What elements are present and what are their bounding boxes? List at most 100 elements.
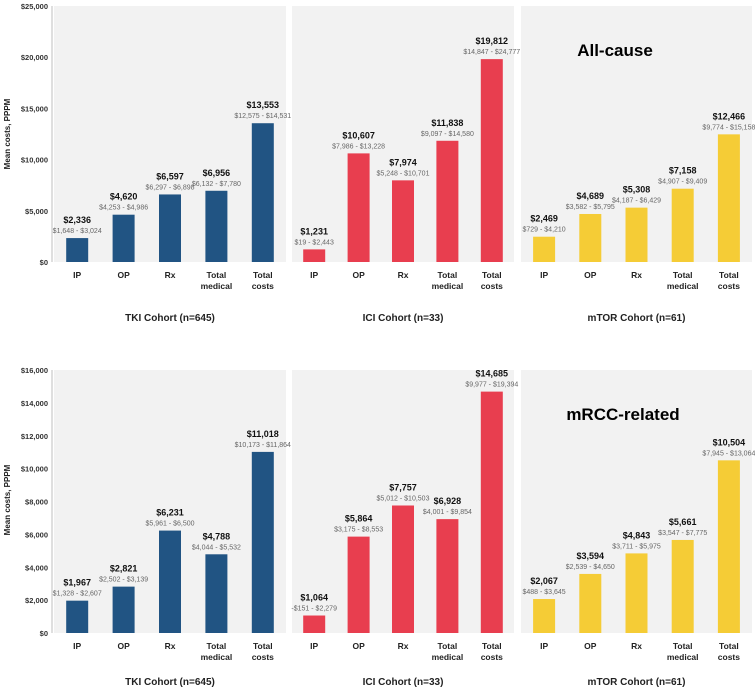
panel-title: mRCC-related [566,405,679,424]
bar [671,188,694,262]
bar-ci-label: $9,977 - $19,394 [465,382,518,389]
y-tick-label: $16,000 [21,366,48,375]
cohort-label: ICI Cohort (n=33) [363,677,444,688]
bar [533,236,556,262]
bar-value-label: $11,838 [431,118,463,128]
bar [671,539,694,633]
category-label: Total costs [718,641,740,662]
bar [205,554,228,633]
bar-value-label: $7,757 [389,482,417,492]
bar-ci-label: $3,711 - $5,975 [612,543,661,550]
bar-ci-label: $9,097 - $14,580 [421,131,474,138]
category-label: Rx [398,270,409,280]
y-tick-label: $10,000 [21,465,48,474]
bar-value-label: $6,928 [434,496,462,506]
chart-panel-1: $0 $5,000 $10,000 $15,000 $20,000 $25,000 Mean… [3,2,755,324]
bar-value-label: $7,974 [389,157,417,167]
category-label: Total medical [201,641,233,662]
bar [579,573,602,633]
bar-ci-label: $4,001 - $9,854 [423,509,472,516]
y-tick-label: $20,000 [21,53,48,62]
category-label: OP [584,641,597,651]
category-label: Total costs [252,270,274,291]
bar-value-label: $13,553 [247,100,280,110]
bar [579,213,602,262]
bar [347,153,370,262]
bar [717,134,740,262]
bar-value-label: $4,689 [577,191,605,201]
bar [66,238,89,262]
category-label: Total costs [252,641,274,662]
bar-value-label: $12,466 [713,111,746,121]
chart-panel-2: $0 $2,000 $4,000 $6,000 $8,000 $10,000 $12,000… [3,366,755,688]
bar-ci-label: $5,012 - $10,503 [377,495,430,502]
category-label: Rx [165,641,176,651]
bar-ci-label: $12,575 - $14,531 [234,113,291,120]
category-label: IP [310,270,318,280]
cohort-label: mTOR Cohort (n=61) [588,313,686,324]
bar [436,140,459,262]
category-label: OP [352,641,365,651]
category-label: Total medical [201,270,233,291]
bar [112,586,135,633]
category-label: OP [584,270,597,280]
bar [112,214,135,262]
bar [303,615,326,633]
category-label: Total costs [481,270,503,291]
cohort-label: ICI Cohort (n=33) [363,313,444,324]
bar-ci-label: $5,248 - $10,701 [377,170,430,177]
bar-value-label: $10,504 [713,437,746,447]
bar-ci-label: $488 - $3,645 [522,589,565,596]
bar [392,180,414,262]
bar-ci-label: $19 - $2,443 [295,239,334,246]
bar-ci-label: $7,945 - $13,064 [702,450,755,457]
bar-ci-label: $6,297 - $6,898 [145,184,194,191]
bar-value-label: $1,967 [63,578,91,588]
bar-ci-label: -$151 - $2,279 [291,606,337,613]
bar-value-label: $6,956 [203,168,231,178]
bar [251,451,274,633]
y-tick-label: $6,000 [25,530,48,539]
bar-value-label: $11,018 [247,429,279,439]
bar-value-label: $5,661 [669,517,697,527]
bar [205,190,228,262]
bar-value-label: $2,336 [63,215,91,225]
bar-value-label: $6,597 [156,171,184,181]
y-tick-label: $2,000 [25,596,48,605]
category-label: Total medical [667,641,699,662]
bar [66,600,89,633]
bar-ci-label: $729 - $4,210 [522,227,565,234]
bar-ci-label: $4,907 - $9,409 [658,179,707,186]
bar-value-label: $5,864 [345,514,373,524]
bar [480,391,503,633]
bar-value-label: $2,821 [110,564,138,574]
category-label: IP [310,641,318,651]
bar-ci-label: $1,648 - $3,024 [53,228,102,235]
cohort-label: TKI Cohort (n=645) [125,313,215,324]
bar-value-label: $6,231 [156,508,184,518]
bar-ci-label: $2,502 - $3,139 [99,577,148,584]
y-axis-label: Mean costs, PPPM [3,98,12,169]
category-label: Total costs [481,641,503,662]
category-label: IP [540,641,548,651]
bar-ci-label: $1,328 - $2,607 [53,591,102,598]
bar-ci-label: $4,187 - $6,429 [612,198,661,205]
category-label: OP [117,270,130,280]
bar-value-label: $5,308 [623,185,651,195]
bar-ci-label: $4,253 - $4,986 [99,205,148,212]
panel-title: All-cause [577,41,653,60]
y-axis-label: Mean costs, PPPM [3,464,12,535]
bar-ci-label: $14,847 - $24,777 [463,49,520,56]
bar [436,519,459,633]
y-tick-label: $14,000 [21,399,48,408]
bar [159,530,181,633]
bar [480,59,503,262]
bar-ci-label: $6,132 - $7,780 [192,181,241,188]
y-tick-label: $0 [40,258,48,267]
bar-ci-label: $4,044 - $5,532 [192,544,241,551]
bar [625,553,648,633]
category-label: Total medical [432,270,464,291]
bar-value-label: $19,812 [476,36,509,46]
bar-ci-label: $5,961 - $6,500 [145,521,194,528]
